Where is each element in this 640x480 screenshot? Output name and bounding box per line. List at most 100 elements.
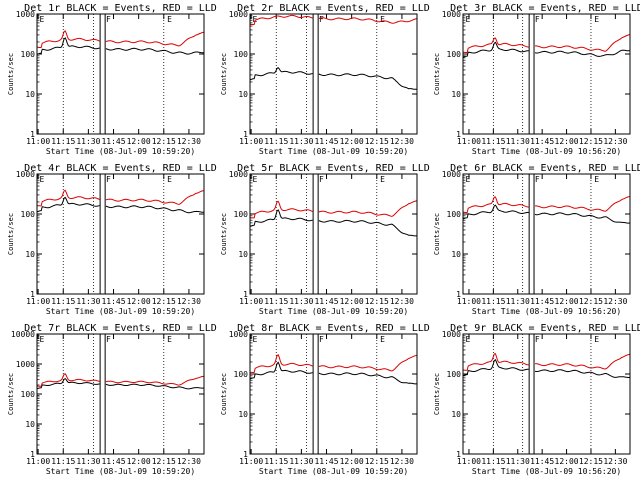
y-tick-label: 100: [21, 50, 36, 59]
x-tick-label: 12:00: [127, 297, 151, 306]
x-tick-label: 12:15: [365, 297, 389, 306]
plot-frame: [462, 13, 631, 135]
x-axis-label: Start Time (08-Jul-09 10:56:20): [472, 467, 621, 476]
chart-panel: Det 3r BLACK = Events, RED = LLD Counts/s…: [433, 3, 640, 156]
series-line: [462, 34, 631, 53]
x-tick-label: 11:00: [457, 457, 481, 466]
x-axis-label: Start Time (08-Jul-09 10:59:20): [259, 307, 408, 316]
x-tick-label: 11:00: [26, 457, 50, 466]
x-tick-label: 11:30: [289, 297, 313, 306]
y-tick-label: 1: [456, 130, 461, 139]
plot-frame: [36, 13, 205, 135]
series-line: [249, 14, 418, 26]
x-tick-label: 12:15: [579, 457, 603, 466]
region-marker-label: E: [253, 15, 258, 24]
series-line: [36, 196, 205, 214]
x-tick-label: 12:15: [579, 137, 603, 146]
y-tick-label: 10: [25, 250, 35, 259]
x-tick-label: 12:15: [152, 137, 176, 146]
y-tick-label: 1000: [229, 10, 248, 19]
y-tick-label: 1: [243, 290, 248, 299]
region-marker-label: E: [380, 335, 385, 344]
x-tick-label: 11:00: [457, 297, 481, 306]
y-tick-label: 100: [234, 50, 249, 59]
x-tick-label: 11:15: [264, 297, 288, 306]
y-tick-label: 10: [451, 250, 461, 259]
x-tick-label: 12:30: [177, 137, 201, 146]
series-line: [462, 353, 631, 371]
x-tick-label: 12:00: [340, 137, 364, 146]
x-axis-label: Start Time (08-Jul-09 10:59:20): [259, 467, 408, 476]
x-tick-label: 11:45: [314, 457, 338, 466]
y-axis-label: Counts/sec: [433, 373, 441, 415]
y-axis-label: Counts/sec: [7, 373, 15, 415]
y-tick-label: 1: [243, 130, 248, 139]
region-marker-label: E: [40, 15, 45, 24]
y-tick-label: 10: [25, 90, 35, 99]
chart-title: Det 3r BLACK = Events, RED = LLD: [450, 3, 640, 14]
x-axis-label: Start Time (08-Jul-09 10:59:20): [46, 147, 195, 156]
y-tick-label: 100: [234, 370, 249, 379]
region-marker-label: E: [253, 175, 258, 184]
series-line: [36, 30, 205, 48]
x-tick-label: 11:15: [51, 457, 75, 466]
series-line: [249, 354, 418, 373]
y-tick-label: 1: [30, 130, 35, 139]
chart-panel: Det 8r BLACK = Events, RED = LLD Counts/s…: [220, 323, 430, 476]
y-tick-label: 1000: [16, 170, 35, 179]
region-marker-label: F: [319, 175, 324, 184]
region-marker-label: E: [167, 15, 172, 24]
chart-title: Det 7r BLACK = Events, RED = LLD: [24, 323, 217, 334]
y-tick-label: 1000: [229, 170, 248, 179]
y-tick-label: 1000: [16, 10, 35, 19]
region-marker-label: F: [319, 335, 324, 344]
chart-title: Det 5r BLACK = Events, RED = LLD: [237, 163, 430, 174]
x-tick-label: 11:00: [457, 137, 481, 146]
y-tick-label: 100: [234, 210, 249, 219]
y-tick-label: 1000: [442, 330, 461, 339]
plot-frame: [36, 333, 205, 455]
y-tick-label: 100: [447, 50, 462, 59]
region-marker-label: E: [594, 15, 599, 24]
y-axis-label: Counts/sec: [220, 213, 228, 255]
y-tick-label: 1: [30, 450, 35, 459]
y-tick-label: 1: [30, 290, 35, 299]
chart-panel: Det 6r BLACK = Events, RED = LLD Counts/s…: [433, 163, 640, 316]
y-axis-label: Counts/sec: [433, 53, 441, 95]
x-tick-label: 12:30: [177, 457, 201, 466]
chart-title: Det 9r BLACK = Events, RED = LLD: [450, 323, 640, 334]
series-line: [36, 373, 204, 387]
x-tick-label: 11:30: [76, 137, 100, 146]
x-tick-label: 12:30: [390, 137, 414, 146]
series-line: [36, 189, 205, 207]
x-tick-label: 11:30: [289, 457, 313, 466]
y-axis-label: Counts/sec: [433, 213, 441, 255]
region-marker-label: E: [465, 15, 470, 24]
region-marker-label: E: [253, 335, 258, 344]
y-tick-label: 10: [238, 90, 248, 99]
x-tick-label: 11:00: [239, 297, 263, 306]
y-axis-label: Counts/sec: [220, 373, 228, 415]
x-tick-label: 11:00: [26, 137, 50, 146]
x-tick-label: 11:15: [264, 137, 288, 146]
region-marker-label: E: [380, 15, 385, 24]
region-marker-label: E: [594, 335, 599, 344]
chart-panel: Det 5r BLACK = Events, RED = LLD Counts/s…: [220, 163, 430, 316]
x-tick-label: 12:30: [603, 297, 627, 306]
y-tick-label: 10000: [11, 330, 35, 339]
y-tick-label: 100: [447, 210, 462, 219]
region-marker-label: F: [535, 175, 540, 184]
x-tick-label: 11:45: [314, 297, 338, 306]
x-tick-label: 11:30: [76, 297, 100, 306]
plot-frame: [249, 333, 418, 455]
region-marker-label: E: [594, 175, 599, 184]
x-tick-label: 12:00: [340, 297, 364, 306]
y-axis-label: Counts/sec: [7, 53, 15, 95]
region-marker-label: F: [106, 175, 111, 184]
x-tick-label: 12:00: [127, 457, 151, 466]
x-tick-label: 11:30: [506, 137, 530, 146]
y-axis-label: Counts/sec: [7, 213, 15, 255]
region-marker-label: F: [535, 15, 540, 24]
x-axis-label: Start Time (08-Jul-09 10:59:20): [46, 307, 195, 316]
